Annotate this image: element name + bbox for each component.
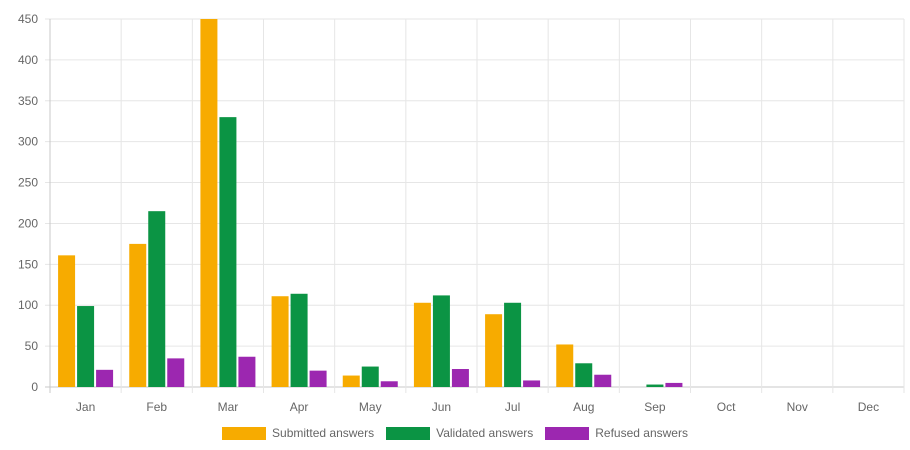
bar: [646, 384, 664, 387]
legend-swatch: [222, 426, 267, 440]
bar: [309, 370, 327, 387]
x-tick-label: Mar: [218, 400, 239, 414]
bar: [380, 381, 398, 387]
bar: [96, 369, 114, 387]
legend-label: Refused answers: [595, 426, 688, 440]
bar: [665, 382, 683, 387]
legend-item[interactable]: Submitted answers: [222, 426, 374, 440]
legend-swatch: [386, 426, 431, 440]
x-tick-label: Sep: [644, 400, 666, 414]
x-tick-label: Jul: [505, 400, 520, 414]
y-tick-label: 400: [18, 53, 38, 67]
x-tick-label: Nov: [787, 400, 808, 414]
bar: [238, 356, 256, 387]
bar: [361, 366, 379, 387]
bar: [451, 369, 469, 387]
y-tick-label: 150: [18, 257, 38, 271]
bar: [432, 295, 450, 387]
y-tick-label: 350: [18, 94, 38, 108]
legend-label: Validated answers: [436, 426, 534, 440]
x-tick-label: Aug: [573, 400, 594, 414]
bar: [58, 255, 76, 387]
bar: [342, 375, 360, 387]
bar: [77, 306, 95, 387]
legend-swatch: [545, 426, 590, 440]
x-tick-label: Jan: [76, 400, 95, 414]
chart-legend: Submitted answers Validated answers Refuse…: [0, 426, 910, 440]
bar-chart-svg: 0 50 100 150 200 250 300 350 400 450 Jan Feb Mar Apr M…: [18, 12, 905, 414]
y-tick-label: 100: [18, 298, 38, 312]
bar: [219, 117, 237, 387]
y-tick-label: 250: [18, 176, 38, 190]
bar: [556, 344, 574, 387]
x-tick-label: Dec: [858, 400, 879, 414]
legend-label: Submitted answers: [272, 426, 375, 440]
bar: [271, 296, 289, 387]
x-tick-label: Oct: [717, 400, 736, 414]
y-tick-label: 50: [25, 339, 39, 353]
legend-item[interactable]: Validated answers: [386, 426, 533, 440]
bar: [594, 374, 612, 387]
x-tick-label: May: [359, 400, 382, 414]
bar: [504, 302, 522, 387]
bar: [575, 363, 593, 387]
bar: [148, 211, 166, 387]
x-tick-label: Jun: [432, 400, 451, 414]
y-tick-label: 450: [18, 12, 38, 26]
bar: [413, 302, 431, 387]
y-tick-label: 300: [18, 135, 38, 149]
bar: [523, 380, 541, 387]
y-tick-label: 0: [31, 380, 38, 394]
bar: [129, 243, 147, 387]
x-tick-label: Apr: [290, 400, 309, 414]
bar: [200, 19, 218, 387]
legend-item[interactable]: Refused answers: [545, 426, 688, 440]
bar: [290, 293, 308, 387]
y-tick-label: 200: [18, 216, 38, 230]
bar: [485, 314, 503, 387]
x-tick-label: Feb: [146, 400, 167, 414]
bar: [167, 358, 185, 387]
